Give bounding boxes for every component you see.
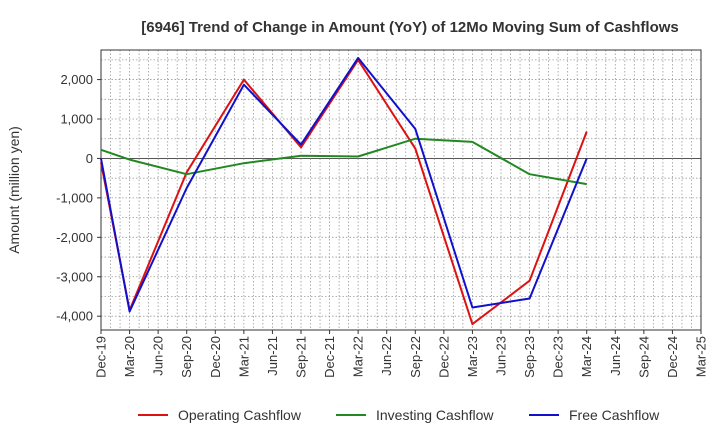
x-tick-label: Dec-21 (322, 336, 337, 378)
x-tick-label: Dec-22 (436, 336, 451, 378)
y-tick-label: 0 (86, 151, 93, 166)
y-axis-label: Amount (million yen) (6, 126, 22, 254)
x-tick-label: Mar-25 (694, 336, 709, 377)
y-tick-label: 2,000 (60, 72, 93, 87)
x-tick-label: Dec-23 (551, 336, 566, 378)
x-tick-label: Dec-24 (665, 336, 680, 378)
y-tick-label: 1,000 (60, 112, 93, 127)
operating-cashflow-legend-label: Operating Cashflow (178, 407, 302, 423)
x-tick-label: Jun-21 (265, 336, 280, 376)
y-axis-ticks: 2,000 1,000 0 -1,000 -2,000 -3,000 -4,000 (56, 72, 101, 324)
x-tick-label: Mar-20 (122, 336, 137, 377)
x-tick-label: Mar-24 (579, 336, 594, 377)
x-tick-label: Jun-24 (608, 336, 623, 376)
x-tick-label: Jun-20 (151, 336, 166, 376)
x-tick-label: Sep-23 (522, 336, 537, 378)
free-cashflow-legend-label: Free Cashflow (569, 407, 660, 423)
x-tick-label: Sep-24 (636, 336, 651, 378)
x-tick-label: Sep-22 (408, 336, 423, 378)
investing-cashflow-line (100, 137, 587, 186)
y-tick-label: -2,000 (56, 230, 93, 245)
free-cashflow-line (100, 56, 588, 313)
x-tick-label: Dec-19 (94, 336, 109, 378)
chart-title: [6946] Trend of Change in Amount (YoY) o… (141, 19, 679, 36)
y-tick-label: -1,000 (56, 190, 93, 205)
grid-layer (101, 50, 701, 330)
x-tick-label: Jun-22 (379, 336, 394, 376)
y-tick-label: -3,000 (56, 269, 93, 284)
x-tick-label: Mar-23 (465, 336, 480, 377)
x-axis-ticks: Dec-19 Mar-20 Jun-20 Sep-20 Dec-20 Mar-21 Jun-… (94, 330, 709, 378)
legend: Operating Cashflow Investing Cashflow Free… (138, 407, 660, 423)
x-tick-label: Dec-20 (208, 336, 223, 378)
plot-frame (100, 49, 702, 331)
series-layer (100, 56, 588, 326)
x-tick-label: Mar-21 (236, 336, 251, 377)
x-tick-label: Jun-23 (494, 336, 509, 376)
x-tick-label: Mar-22 (351, 336, 366, 377)
x-tick-label: Sep-21 (294, 336, 309, 378)
y-tick-label: -4,000 (56, 309, 93, 324)
x-tick-label: Sep-20 (179, 336, 194, 378)
investing-cashflow-legend-label: Investing Cashflow (376, 407, 494, 423)
